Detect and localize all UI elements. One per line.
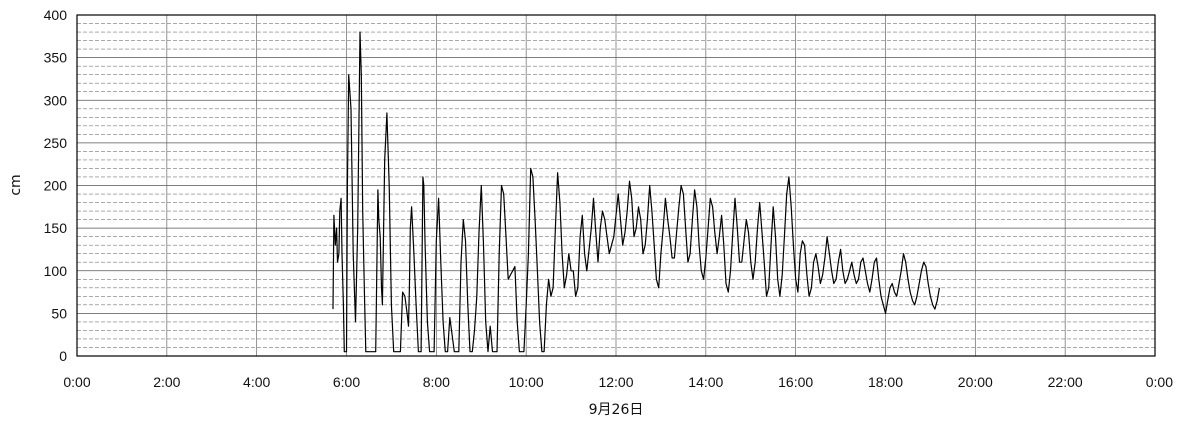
x-tick-label: 20:00 [958,374,993,390]
x-axis-title: 9月26日 [589,402,644,418]
y-tick-label: 200 [44,178,68,194]
y-axis-title: cm [8,174,24,195]
series-line [332,31,940,353]
x-tick-label: 8:00 [423,374,450,390]
y-tick-label: 50 [51,305,67,321]
x-tick-label: 0:00 [1146,374,1173,390]
y-tick-label: 300 [44,92,68,108]
plot-area-frame [76,14,1156,357]
x-tick-label: 22:00 [1048,374,1083,390]
data-series [332,31,940,353]
y-tick-label: 350 [44,50,68,66]
y-tick-label: 150 [44,220,68,236]
x-axis-ticks: 0:00 2:00 4:00 6:00 8:00 10:00 12:00 14:00 16:00… [63,374,1173,390]
x-tick-label: 0:00 [63,374,90,390]
x-tick-label: 2:00 [153,374,180,390]
y-tick-label: 250 [44,135,68,151]
x-tick-label: 6:00 [333,374,360,390]
y-tick-label: 0 [59,348,67,364]
x-tick-label: 16:00 [778,374,813,390]
x-tick-label: 12:00 [598,374,633,390]
x-tick-label: 4:00 [243,374,270,390]
x-tick-label: 14:00 [688,374,723,390]
y-axis-ticks: 0 50 100 150 200 250 300 350 400 [44,7,68,364]
y-tick-label: 100 [44,263,68,279]
x-tick-label: 10:00 [509,374,544,390]
x-tick-label: 18:00 [868,374,903,390]
y-tick-label: 400 [44,7,68,23]
